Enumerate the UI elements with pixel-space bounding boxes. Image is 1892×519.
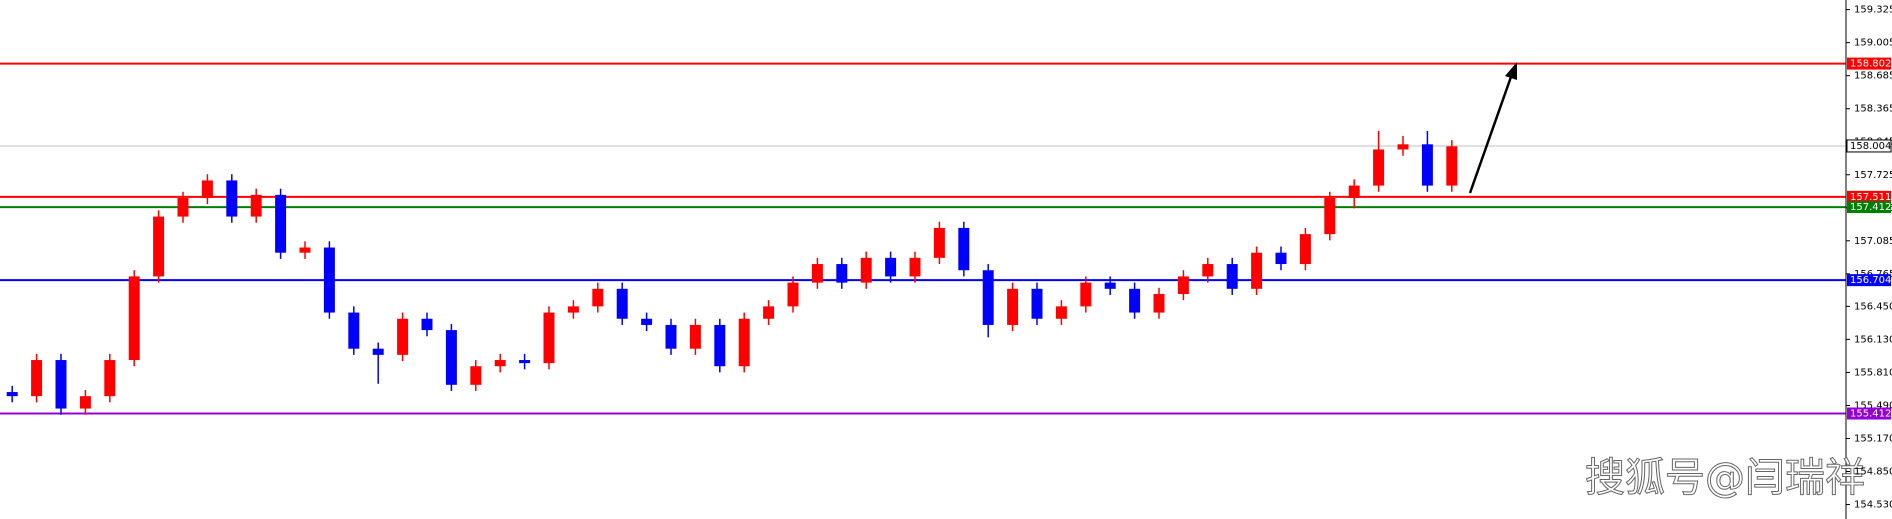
- candle-body: [1177, 276, 1189, 294]
- candle-body: [1397, 144, 1409, 150]
- candle-body: [641, 318, 653, 325]
- y-tick-label: 156.450: [1854, 301, 1892, 312]
- level-tag: [1847, 57, 1891, 70]
- candle-body: [836, 264, 848, 283]
- candle-body: [933, 227, 945, 258]
- candle-body: [909, 257, 921, 277]
- candle-body: [1104, 282, 1116, 289]
- candle-body: [250, 194, 262, 217]
- candle-body: [1299, 234, 1311, 265]
- candle-body: [1275, 252, 1287, 265]
- level-label: 157.412: [1850, 202, 1891, 213]
- level-tag: [1847, 201, 1891, 214]
- y-tick-label: 158.685: [1854, 71, 1892, 82]
- candle-body: [226, 180, 238, 217]
- y-tick-label: 157.725: [1854, 170, 1892, 181]
- candle-body: [1031, 288, 1043, 319]
- candle-body: [153, 216, 165, 277]
- candle-body: [421, 318, 433, 331]
- candle-body: [128, 276, 140, 361]
- candle-body: [445, 330, 457, 385]
- candle-body: [1446, 146, 1458, 186]
- candle-body: [860, 257, 872, 283]
- level-tag: [1846, 139, 1892, 153]
- candle-body: [616, 288, 628, 319]
- y-tick-label: 158.365: [1854, 104, 1892, 115]
- y-tick-label: 155.170: [1854, 433, 1892, 444]
- candle-body: [1153, 293, 1165, 313]
- level-tag: [1847, 407, 1891, 420]
- level-label: 156.704: [1850, 275, 1891, 286]
- candle-body: [811, 264, 823, 283]
- candle-body: [348, 312, 360, 349]
- candle-body: [958, 227, 970, 271]
- candle-body: [323, 247, 335, 313]
- candle-body: [787, 282, 799, 307]
- level-label: 158.004: [1850, 141, 1891, 152]
- candle-body: [665, 324, 677, 349]
- level-tag: [1847, 190, 1891, 203]
- candle-body: [519, 360, 531, 364]
- candle-body: [55, 360, 67, 409]
- candle-body: [1129, 288, 1141, 313]
- y-tick-label: 155.490: [1854, 400, 1892, 411]
- candle-body: [494, 360, 506, 367]
- candle-body: [982, 270, 994, 325]
- candle-body: [79, 396, 91, 409]
- y-tick-label: 154.530: [1854, 500, 1892, 511]
- candle-body: [1373, 149, 1385, 186]
- candle-body: [6, 392, 18, 397]
- candle-body: [763, 306, 775, 319]
- level-label: 155.412: [1850, 409, 1891, 420]
- y-tick-label: 154.850: [1854, 467, 1892, 478]
- candle-body: [1080, 282, 1092, 307]
- y-tick-label: 157.085: [1854, 236, 1892, 247]
- candle-body: [714, 324, 726, 367]
- level-label: 158.802: [1850, 59, 1891, 70]
- candle-body: [738, 318, 750, 367]
- candle-body: [1251, 252, 1263, 289]
- candle-body: [372, 348, 384, 355]
- candle-body: [1324, 197, 1336, 235]
- candle-body: [1202, 264, 1214, 277]
- y-tick-label: 159.325: [1854, 5, 1892, 16]
- y-tick-label: 156.130: [1854, 334, 1892, 345]
- candle-body: [1055, 306, 1067, 319]
- candle-body: [470, 366, 482, 385]
- level-tag: [1847, 274, 1891, 287]
- watermark: 搜狐号@闫瑞祥: [1585, 455, 1865, 501]
- candle-body: [275, 194, 287, 253]
- candle-body: [543, 312, 555, 364]
- trend-arrow: [1468, 62, 1517, 194]
- candle-body: [1007, 288, 1019, 325]
- candle-body: [299, 247, 311, 253]
- candle-body: [1421, 144, 1433, 186]
- candle-body: [201, 180, 213, 198]
- level-label: 157.511: [1850, 192, 1891, 203]
- candle-body: [592, 288, 604, 307]
- candle-body: [104, 360, 116, 397]
- candle-body: [31, 360, 43, 397]
- y-tick-label: 155.810: [1854, 367, 1892, 378]
- candle-body: [177, 197, 189, 217]
- candle-body: [689, 324, 701, 349]
- candle-body: [1348, 185, 1360, 198]
- candle-body: [567, 306, 579, 313]
- candle-body: [885, 257, 897, 277]
- y-tick-label: 159.005: [1854, 38, 1892, 49]
- candle-body: [1226, 264, 1238, 289]
- candle-body: [397, 318, 409, 355]
